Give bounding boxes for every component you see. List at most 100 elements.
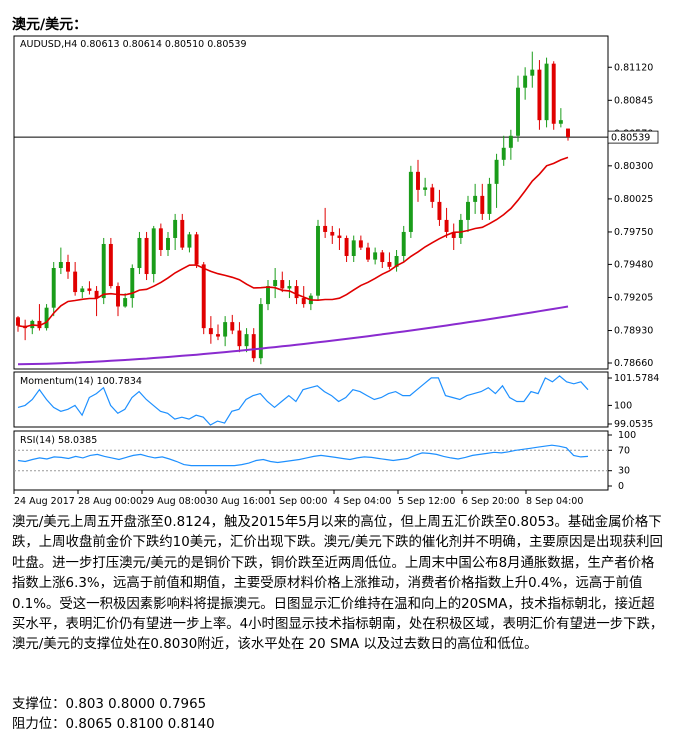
candle-body [408,171,413,232]
candle-body [558,120,563,124]
price-tick-label: 0.79480 [614,259,653,270]
candle-body [66,262,70,272]
candle-body [51,268,56,308]
candle-body [187,234,192,248]
time-tick-label: 28 Aug 00:00 [78,496,142,507]
candle-body [166,237,170,250]
time-tick-label: 5 Sep 12:00 [398,496,455,507]
time-tick-label: 24 Aug 2017 [14,496,75,507]
price-tick-label: 0.79205 [614,292,653,303]
support-levels: 支撑位：0.803 0.8000 0.7965 [12,697,207,712]
candle-body [444,219,449,232]
candle-body [201,264,206,329]
candle-body [551,63,556,124]
candle-body [458,219,463,238]
candle-body [537,69,542,121]
candle-body [344,237,349,256]
candle-body [323,225,328,232]
levels-block: 支撑位：0.803 0.8000 0.7965 阻力位：0.8065 0.810… [12,695,215,734]
candle-body [137,237,142,269]
candle-body [301,298,306,305]
candle-body [416,171,420,190]
time-tick-label: 1 Sep 00:00 [270,496,327,507]
rsi-label: RSI(14) 58.0385 [20,435,97,446]
candle-body [273,280,278,287]
candle-body [401,231,406,256]
candle-body [73,271,78,293]
analysis-text: 澳元/美元上周五开盘涨至0.8124，触及2015年5月以来的高位，但上周五汇价… [12,515,664,653]
rsi-tick-label: 100 [618,430,636,441]
candle-body [487,183,492,214]
candle-body [158,228,163,250]
candle-body [430,187,435,202]
candle-body [116,286,120,307]
rsi-line [17,444,589,467]
candle-body [123,298,128,307]
candle-body [373,252,378,260]
candle-body [94,290,99,299]
audusd-chart: 0.811200.808450.805700.803000.800250.797… [13,35,659,507]
time-tick-label: 6 Sep 20:00 [462,496,519,507]
price-tick-label: 0.79750 [614,227,653,238]
candle-body [130,268,135,299]
candle-body [566,128,570,137]
price-tick-label: 0.78660 [614,358,653,369]
candle-body [544,63,549,121]
candle-body [466,201,470,220]
sma20-line [17,156,569,328]
candle-body [330,231,335,236]
candle-body [180,219,185,248]
price-tick-label: 0.80300 [614,161,653,172]
candle-body [501,147,506,160]
price-tick-label: 0.80025 [614,194,653,205]
candle-body [44,307,49,329]
candle-body [387,262,392,267]
price-tick-label: 0.81120 [614,62,653,73]
price-tick-label: 0.78930 [614,326,653,337]
candle-body [37,320,42,329]
candle-body [244,334,249,347]
candle-body [423,187,428,190]
candle-body [294,286,299,299]
long-ma-line [17,305,569,366]
candle-body [208,328,213,335]
candle-body [473,195,478,202]
momentum-tick-label: 100 [614,400,632,411]
candle-body [480,195,485,214]
candle-body [494,159,499,184]
time-tick-label: 4 Sep 04:00 [334,496,391,507]
candle-body [316,225,320,296]
candle-body [523,75,528,88]
candle-body [151,228,156,275]
candle-body [251,334,256,359]
candle-body [58,262,63,269]
candle-body [144,237,149,275]
rsi-tick-label: 30 [618,466,630,477]
candle-body [358,240,363,248]
resistance-levels: 阻力位：0.8065 0.8100 0.8140 [12,716,215,732]
candle-body [287,286,292,289]
candle-body [223,322,228,337]
momentum-label: Momentum(14) 100.7834 [20,376,142,387]
candle-body [508,135,513,148]
price-tick-label: 0.80845 [614,95,653,106]
current-price-label: 0.80539 [611,133,650,144]
candle-body [237,330,242,347]
candle-body [280,280,285,289]
candle-body [80,288,85,293]
momentum-tick-label: 99.0535 [614,419,653,430]
rsi-tick-label: 0 [618,481,624,492]
chart-title: AUDUSD,H4 0.80613 0.80614 0.80510 0.8053… [20,39,247,50]
momentum-tick-label: 101.5784 [614,373,659,384]
current-price-box [607,130,659,144]
momentum-panel [13,371,609,428]
candle-body [437,201,442,220]
candle-body [194,234,199,265]
candle-body [366,247,370,260]
candle-body [87,288,92,291]
candle-body [173,219,178,238]
candle-body [380,252,385,263]
candle-body [266,286,270,305]
page-heading: 澳元/美元： [12,17,88,33]
candle-body [16,317,20,326]
